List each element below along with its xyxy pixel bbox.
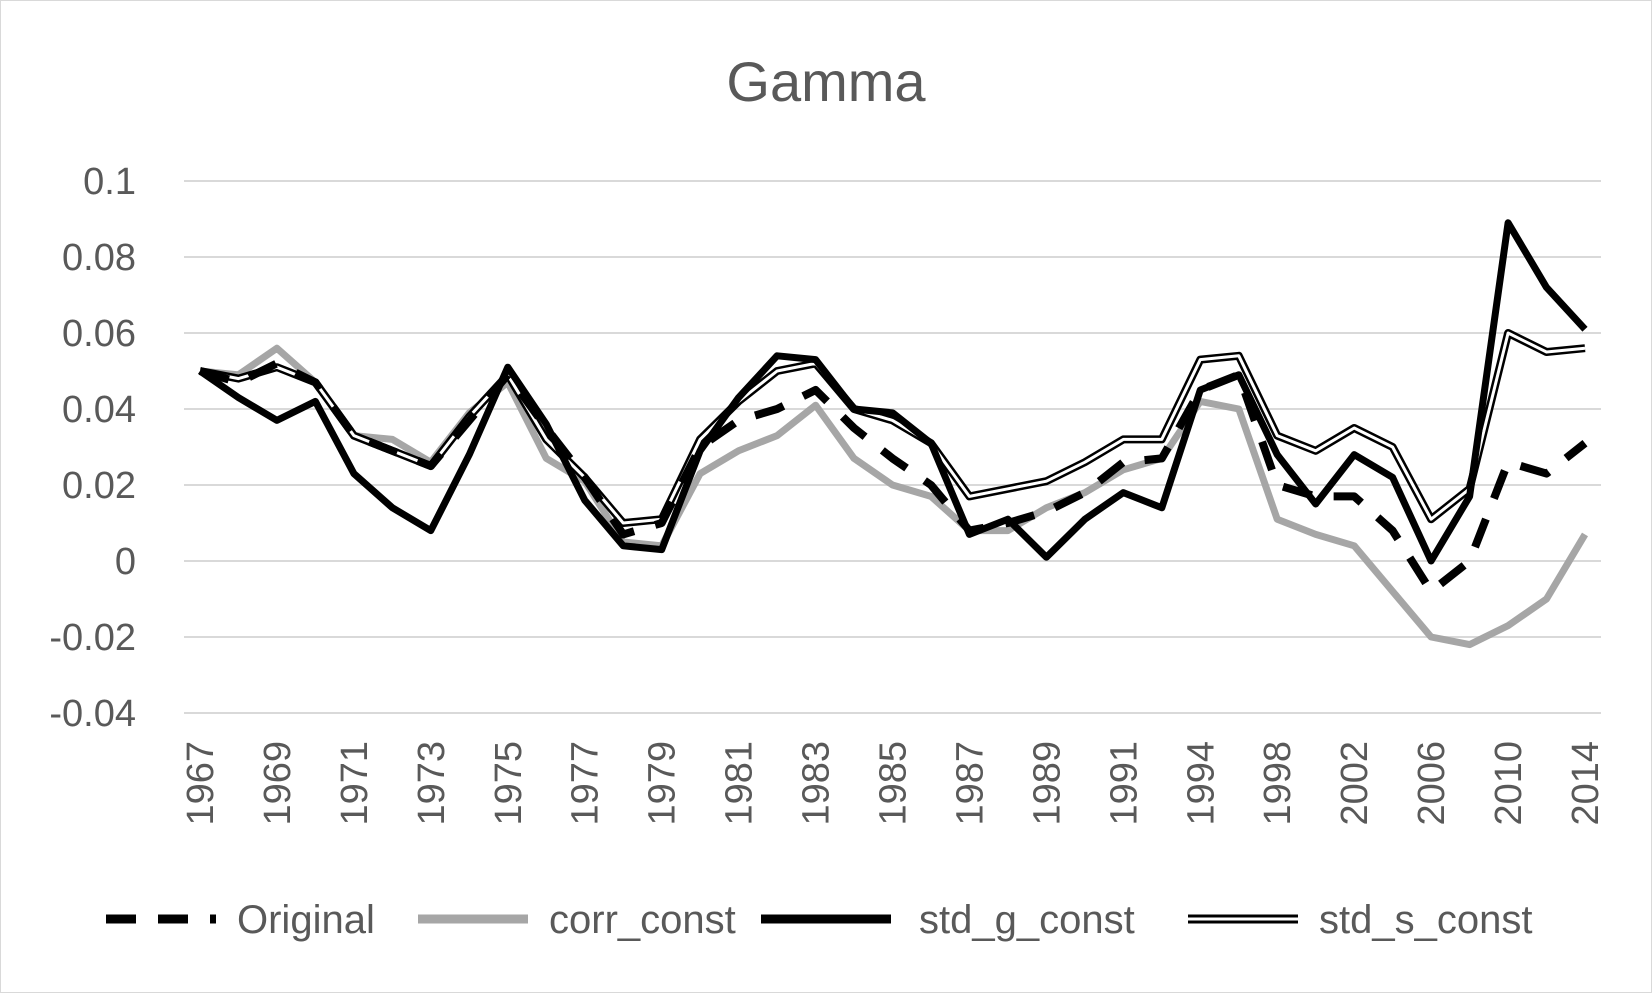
y-tick-label: 0.1 bbox=[83, 161, 136, 203]
x-tick-label: 2002 bbox=[1334, 741, 1376, 826]
series-line-std-s-const-inner bbox=[199, 331, 1586, 525]
legend-label-std-g-const: std_g_const bbox=[919, 898, 1135, 942]
y-tick-label: 0.06 bbox=[62, 313, 136, 355]
x-tick-label: 1985 bbox=[873, 741, 915, 826]
x-tick-label: 1973 bbox=[411, 741, 453, 826]
legend: Original corr_const std_g_const std_s_const bbox=[106, 898, 1532, 942]
x-tick-label: 1975 bbox=[488, 741, 530, 826]
y-axis-ticks: 0.1 0.08 0.06 0.04 0.02 0 -0.02 -0.04 bbox=[49, 161, 136, 735]
y-tick-label: -0.04 bbox=[49, 693, 136, 735]
legend-label-Original: Original bbox=[237, 898, 375, 942]
x-tick-label: 1983 bbox=[796, 741, 838, 826]
series-line-corr-const bbox=[199, 344, 1589, 649]
legend-label-corr-const: corr_const bbox=[549, 898, 736, 942]
y-tick-label: -0.02 bbox=[49, 617, 136, 659]
y-tick-label: 0.02 bbox=[62, 465, 136, 507]
y-tick-label: 0.08 bbox=[62, 237, 136, 279]
x-tick-label: 2014 bbox=[1565, 741, 1607, 826]
series-line-std-s-const-outer bbox=[199, 329, 1586, 527]
legend-label-std-s-const: std_s_const bbox=[1319, 898, 1532, 942]
x-axis-ticks: 1967 1969 1971 1973 1975 1977 1979 1981 1983 1985… bbox=[180, 741, 1607, 826]
x-tick-label: 1991 bbox=[1103, 741, 1145, 826]
x-tick-label: 1994 bbox=[1180, 741, 1222, 826]
x-tick-label: 2010 bbox=[1488, 741, 1530, 826]
x-tick-label: 1969 bbox=[257, 741, 299, 826]
x-tick-label: 1967 bbox=[180, 741, 222, 826]
series-line-std-g-const bbox=[198, 219, 1588, 565]
y-tick-label: 0.04 bbox=[62, 389, 136, 431]
x-tick-label: 1989 bbox=[1026, 741, 1068, 826]
x-tick-label: 1981 bbox=[719, 741, 761, 826]
x-tick-label: 2006 bbox=[1411, 741, 1453, 826]
y-tick-label: 0 bbox=[115, 541, 136, 583]
chart-title: Gamma bbox=[726, 50, 926, 113]
series-line-Original bbox=[198, 359, 1588, 596]
x-tick-label: 1971 bbox=[334, 741, 376, 826]
x-tick-label: 1977 bbox=[565, 741, 607, 826]
x-tick-label: 1987 bbox=[949, 741, 991, 826]
x-tick-label: 1998 bbox=[1257, 741, 1299, 826]
series-lines bbox=[198, 219, 1589, 649]
x-tick-label: 1979 bbox=[642, 741, 684, 826]
